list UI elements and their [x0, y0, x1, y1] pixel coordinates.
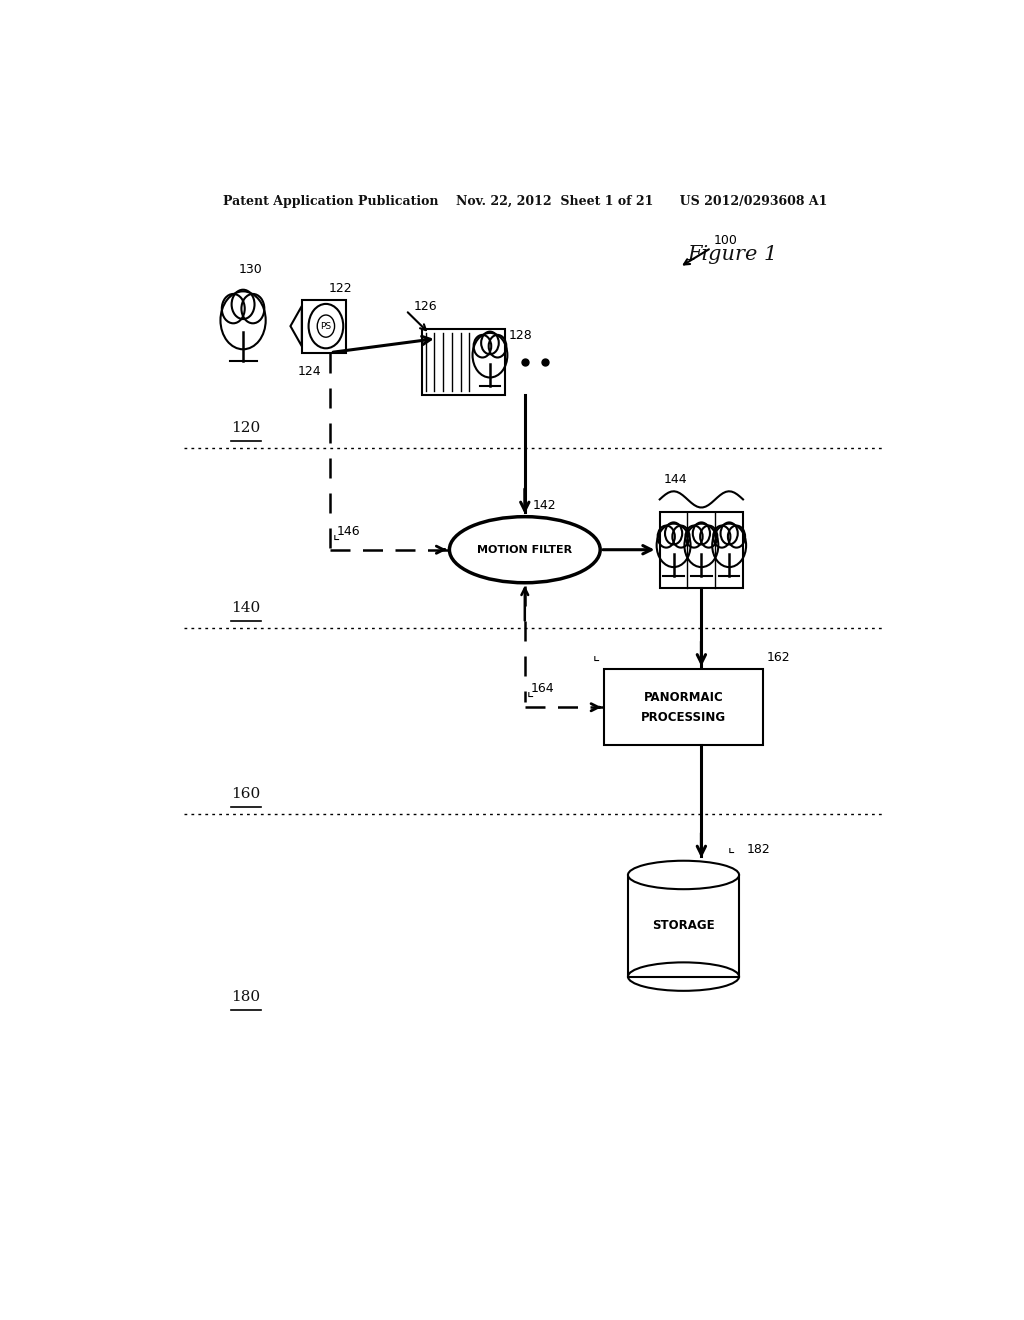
Text: 126: 126	[414, 301, 437, 313]
Text: 140: 140	[231, 601, 260, 615]
FancyBboxPatch shape	[604, 669, 763, 746]
Ellipse shape	[628, 861, 739, 890]
FancyBboxPatch shape	[628, 875, 739, 977]
Text: ⌞: ⌞	[333, 528, 340, 543]
Text: 146: 146	[337, 524, 360, 537]
Text: 122: 122	[329, 281, 352, 294]
Text: Figure 1: Figure 1	[687, 246, 778, 264]
Text: 182: 182	[748, 842, 771, 855]
Text: 100: 100	[714, 234, 737, 247]
Text: 124: 124	[298, 364, 322, 378]
Text: ⌞: ⌞	[593, 649, 600, 664]
Text: 128: 128	[509, 329, 532, 342]
FancyBboxPatch shape	[659, 512, 743, 587]
Text: 130: 130	[239, 263, 263, 276]
Text: ⌞: ⌞	[527, 685, 535, 700]
Text: 144: 144	[664, 473, 687, 486]
Text: PROCESSING: PROCESSING	[641, 711, 726, 723]
Text: STORAGE: STORAGE	[652, 919, 715, 932]
Text: PS: PS	[321, 322, 332, 330]
Text: Patent Application Publication    Nov. 22, 2012  Sheet 1 of 21      US 2012/0293: Patent Application Publication Nov. 22, …	[222, 194, 827, 207]
Text: 160: 160	[231, 787, 260, 801]
Text: 120: 120	[231, 421, 260, 434]
Text: 142: 142	[532, 499, 556, 512]
Text: MOTION FILTER: MOTION FILTER	[477, 545, 572, 554]
Text: ⌞: ⌞	[728, 841, 735, 855]
FancyBboxPatch shape	[302, 300, 346, 352]
FancyBboxPatch shape	[422, 329, 505, 395]
Text: 162: 162	[767, 651, 791, 664]
Text: 164: 164	[531, 682, 555, 696]
Text: 180: 180	[231, 990, 260, 1005]
Text: PANORMAIC: PANORMAIC	[644, 690, 723, 704]
